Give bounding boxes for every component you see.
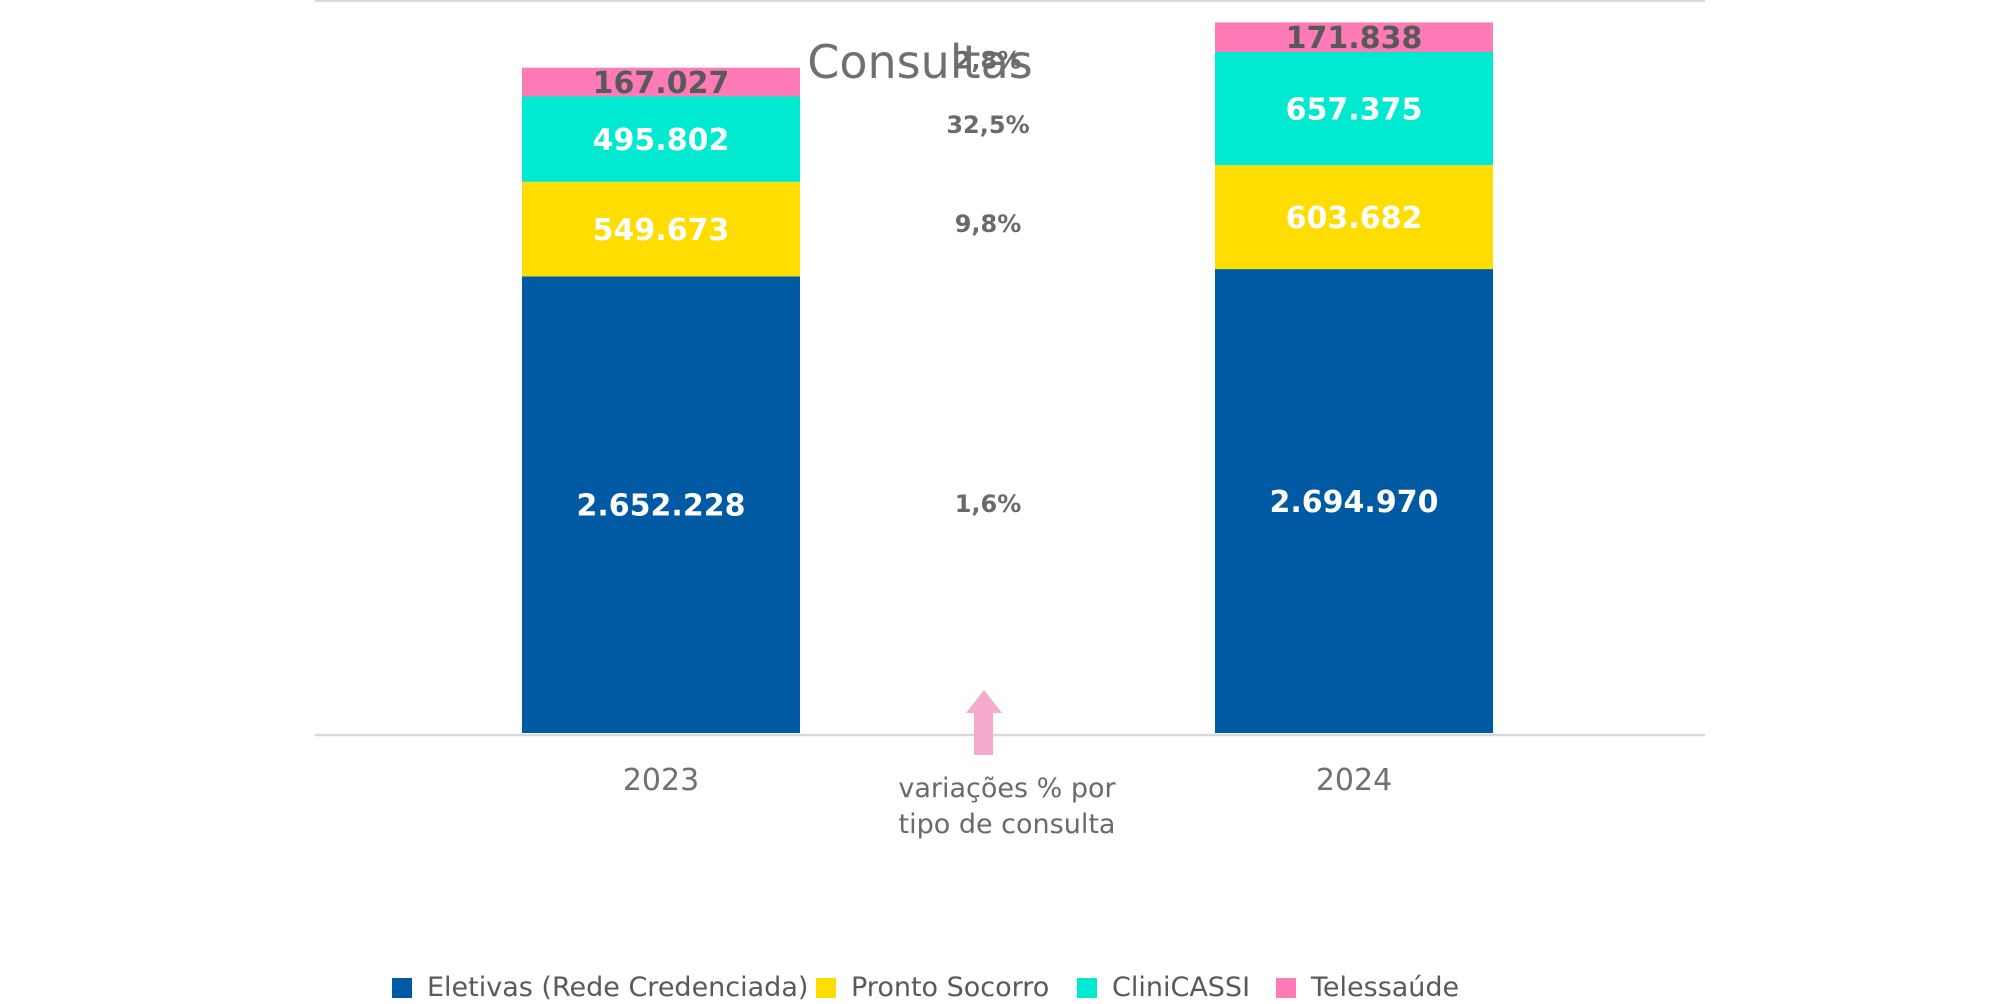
chart-title: Consultas	[807, 35, 1033, 89]
data-label-2023-1: 2.652.228	[577, 489, 746, 524]
data-label-2024-3: 657.375	[1286, 93, 1423, 128]
legend-label-4: Telessaúde	[1310, 972, 1459, 1000]
variation-annotation: variações % por tipo de consulta	[898, 690, 1117, 840]
up-arrow-icon	[966, 690, 1002, 755]
legend-label-3: CliniCASSI	[1112, 972, 1250, 1000]
data-label-2024-2: 603.682	[1286, 201, 1423, 236]
data-labels-layer: 2.652.228 549.673 495.802 167.027 2.694.970 6…	[577, 21, 1439, 524]
x-tick-label-2024: 2024	[1316, 763, 1392, 798]
variation-label-3: 32,5%	[946, 111, 1029, 139]
legend-swatch-4	[1276, 978, 1296, 998]
legend-label-1: Eletivas (Rede Credenciada)	[427, 972, 808, 1000]
annotation-line-2: tipo de consulta	[899, 809, 1116, 840]
bars-layer	[522, 22, 1493, 733]
bar-segment-2024-2	[1215, 165, 1493, 270]
bar-segment-2024-3	[1215, 51, 1493, 166]
bar-segment-2023-4	[522, 67, 800, 97]
bar-segment-2023-3	[522, 96, 800, 182]
annotation-line-1: variações % por	[898, 773, 1116, 804]
legend-label-2: Pronto Socorro	[851, 972, 1049, 1000]
legend-swatch-2	[816, 978, 836, 998]
data-label-2023-3: 495.802	[593, 123, 730, 158]
legend: Eletivas (Rede Credenciada) Pronto Socorr…	[392, 972, 1459, 1003]
data-label-2023-2: 549.673	[593, 213, 730, 248]
legend-swatch-1	[392, 978, 412, 998]
bar-segment-2023-2	[522, 181, 800, 277]
data-label-2023-4: 167.027	[593, 66, 730, 101]
bar-segment-2024-1	[1215, 269, 1493, 733]
legend-swatch-3	[1077, 978, 1097, 998]
variation-labels-layer: 1,6% 9,8% 32,5% 2,8%	[946, 47, 1029, 518]
bar-segment-2023-1	[522, 276, 800, 733]
variation-label-4: 2,8%	[955, 47, 1022, 75]
variation-label-1: 1,6%	[955, 490, 1022, 518]
data-label-2024-1: 2.694.970	[1270, 485, 1439, 520]
x-tick-label-2023: 2023	[623, 763, 699, 798]
variation-label-2: 9,8%	[955, 210, 1022, 238]
x-tick-labels: 2023 2024	[623, 763, 1392, 798]
data-label-2024-4: 171.838	[1286, 21, 1423, 56]
bar-segment-2024-4	[1215, 22, 1493, 52]
